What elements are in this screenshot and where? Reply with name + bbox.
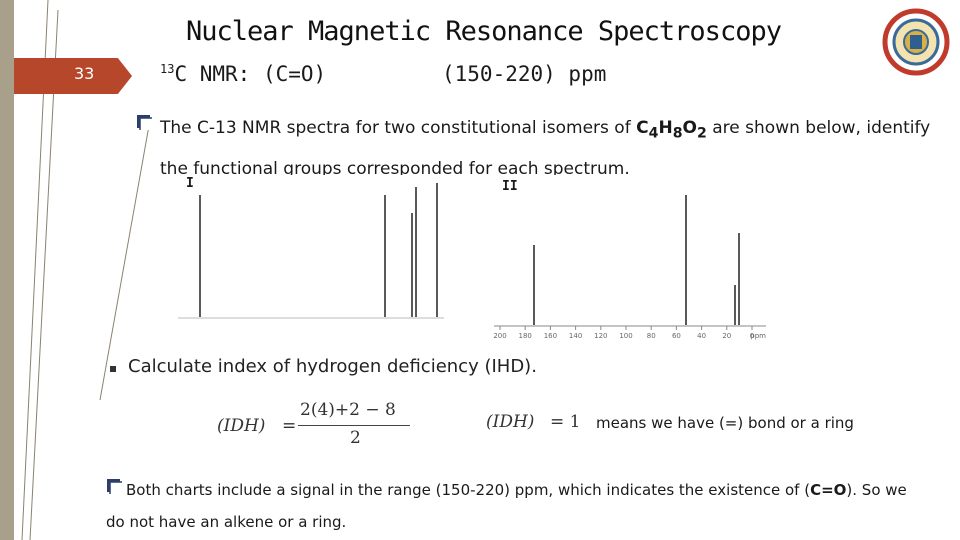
fraction-line [298, 425, 410, 426]
conclusion-text-after: ). So we do not have an alkene or a ring… [106, 481, 907, 531]
question-text-before: The C-13 NMR spectra for two constitutio… [160, 118, 637, 138]
slide-number: 33 [74, 64, 95, 83]
question-text: The C-13 NMR spectra for two constitutio… [160, 110, 950, 187]
axis-tick-label: 60 [672, 332, 681, 340]
axis-tick-label: 40 [697, 332, 706, 340]
axis-tick-label: 200 [493, 332, 506, 340]
formula-o-sub: 2 [697, 125, 707, 142]
question-text-after: are shown below, identify the functional… [160, 118, 931, 180]
axis-tick-label: 140 [569, 332, 582, 340]
university-logo-icon [882, 8, 950, 76]
axis-tick-label: 100 [619, 332, 632, 340]
isotope-superscript: 13 [160, 62, 175, 76]
slide-title: Nuclear Magnetic Resonance Spectroscopy [186, 16, 782, 47]
ihd-numerator: 2(4)+2 − 8 [300, 400, 396, 420]
ihd-result-rhs: = 1 [550, 412, 581, 432]
spectrum-1-label: I [186, 176, 194, 191]
means-text: means we have (=) bond or a ring [596, 414, 854, 432]
formula-o: O [682, 118, 697, 138]
axis-tick-label: 120 [594, 332, 607, 340]
axis-tick-label: 0 [750, 332, 754, 340]
subtitle-range: (150-220) ppm [442, 62, 607, 86]
conclusion-bold: C=O [810, 481, 847, 499]
spectrum-2-label: II [502, 179, 518, 194]
axis-tick-label: 180 [519, 332, 532, 340]
conclusion-text: Both charts include a signal in the rang… [106, 474, 926, 538]
checkbox-bullet-icon [137, 115, 152, 130]
checkbox-bullet-icon-2 [107, 479, 122, 494]
axis-tick-label: 80 [647, 332, 656, 340]
ihd-result-lhs: (IDH) [486, 412, 535, 432]
ihd-denominator: 2 [350, 428, 361, 448]
formula-c: C [636, 118, 649, 138]
ihd-lhs: (IDH) [217, 416, 266, 436]
molecular-formula: C4H8O2 [636, 118, 707, 142]
slide-subtitle: 13C NMR: (C=O) (150-220) ppm [160, 62, 606, 86]
formula-c-sub: 4 [648, 125, 659, 142]
nmr-spectrum-1-image [178, 175, 444, 345]
left-decorative-bar [0, 0, 14, 540]
formula-h: H [658, 118, 673, 138]
ihd-bullet [110, 366, 116, 372]
slide-number-tab [14, 58, 132, 94]
axis-unit-label: ppm [750, 332, 766, 340]
subtitle-text: C NMR: (C=O) [174, 62, 327, 86]
formula-h-sub: 8 [672, 125, 683, 142]
axis-tick-label: 20 [722, 332, 731, 340]
ihd-equals: = [282, 416, 297, 436]
axis-tick-label: 160 [544, 332, 557, 340]
conclusion-text-before: Both charts include a signal in the rang… [126, 481, 811, 499]
ihd-title: Calculate index of hydrogen deficiency (… [128, 356, 537, 377]
